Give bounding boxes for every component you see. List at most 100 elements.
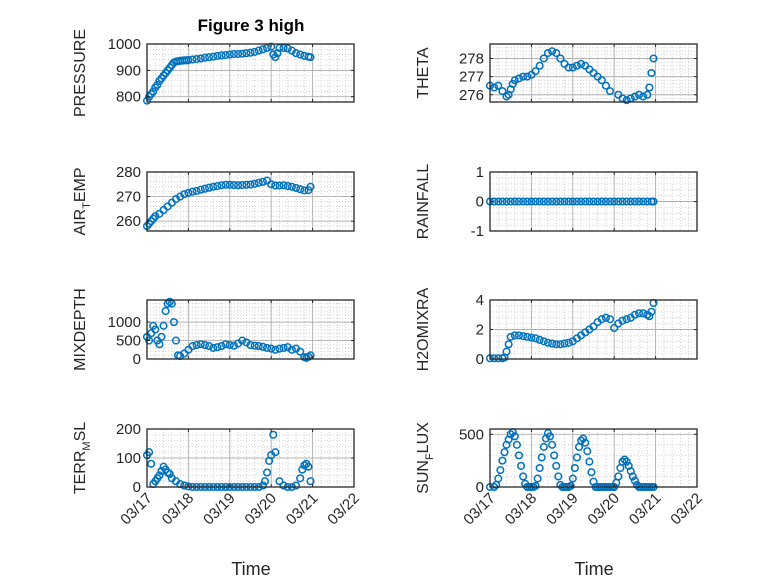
data-point	[145, 336, 154, 345]
data-point	[577, 436, 586, 445]
data-point	[246, 340, 255, 350]
data-point	[535, 335, 544, 344]
data-point	[271, 448, 280, 457]
data-point	[512, 440, 521, 449]
data-point	[630, 310, 639, 319]
y-tick-label: 800	[116, 89, 141, 106]
data-point	[564, 197, 573, 206]
data-point	[523, 332, 532, 341]
y-axis-label: PRESSURE	[72, 29, 89, 117]
data-point	[213, 343, 222, 352]
plot-area	[490, 44, 697, 102]
data-point	[614, 197, 623, 206]
y-axis-label: AIRTEMP	[72, 167, 93, 235]
data-point	[597, 197, 606, 206]
axes-box	[146, 299, 355, 360]
y-axis-label: H2OMIXRA	[415, 287, 432, 371]
axes-box	[146, 171, 355, 232]
data-point	[649, 197, 658, 206]
subplot-3: 260 270 280 AIRTEMP	[72, 164, 355, 236]
data-point	[539, 197, 548, 206]
data-point	[304, 462, 313, 471]
data-point	[556, 340, 565, 349]
data-point	[205, 342, 214, 351]
data-series	[142, 297, 315, 362]
data-point	[229, 180, 238, 190]
data-point	[196, 54, 205, 63]
data-point	[176, 192, 185, 201]
axes-box	[146, 43, 355, 103]
data-point	[287, 182, 296, 191]
y-tick-label: -1	[471, 223, 484, 240]
data-point	[306, 477, 315, 486]
data-point	[628, 472, 637, 481]
data-point	[510, 197, 519, 206]
data-point	[548, 47, 557, 56]
y-tick-label: 1	[476, 164, 484, 181]
data-point	[527, 333, 536, 342]
y-tick-label: 500	[459, 426, 484, 443]
x-axis-label-right: Time	[574, 559, 613, 579]
data-point	[634, 309, 644, 318]
data-point	[192, 54, 201, 64]
y-tick-label: 200	[116, 421, 141, 438]
y-axis-label: TERRMSL	[72, 422, 93, 494]
data-point	[192, 186, 201, 195]
data-point	[587, 468, 596, 477]
data-point	[217, 342, 226, 351]
data-point	[213, 51, 222, 60]
data-point	[155, 340, 164, 349]
data-point	[300, 186, 309, 195]
data-point	[583, 447, 592, 456]
data-point	[554, 472, 563, 481]
data-series	[142, 42, 315, 105]
data-point	[577, 197, 586, 206]
data-point	[566, 481, 575, 490]
data-series	[485, 298, 658, 363]
data-point	[153, 80, 162, 89]
data-point	[269, 430, 278, 439]
data-point	[271, 345, 280, 354]
data-point	[279, 481, 288, 490]
data-point	[180, 481, 189, 490]
data-point	[275, 181, 284, 190]
data-point	[490, 83, 499, 92]
data-point	[271, 53, 280, 62]
data-point	[263, 343, 272, 352]
data-point	[606, 315, 615, 324]
data-point	[209, 182, 218, 191]
data-point	[200, 184, 210, 193]
data-point	[279, 343, 288, 352]
data-point	[267, 42, 276, 51]
data-point	[157, 332, 166, 341]
data-point	[498, 197, 507, 206]
data-point	[298, 465, 307, 474]
data-point	[622, 96, 631, 105]
data-point	[622, 315, 631, 324]
y-axis-label-part: SL	[72, 422, 89, 442]
data-point	[510, 432, 519, 441]
data-point	[205, 183, 214, 192]
data-point	[523, 72, 532, 81]
data-point	[151, 212, 160, 221]
data-series	[485, 428, 658, 492]
plot-area	[490, 429, 697, 487]
data-series	[142, 176, 315, 231]
data-point	[238, 336, 247, 345]
data-point	[560, 339, 569, 348]
data-point	[151, 325, 160, 334]
data-point	[205, 53, 214, 62]
data-point	[291, 183, 301, 193]
y-tick-label: 0	[476, 479, 484, 496]
y-tick-label: 260	[116, 213, 141, 230]
data-point	[271, 181, 280, 190]
data-point	[171, 336, 181, 345]
data-point	[296, 50, 305, 59]
y-axis-label-subscript: M	[81, 441, 93, 450]
data-point	[585, 197, 594, 206]
data-point	[504, 340, 513, 349]
data-point	[225, 180, 234, 189]
data-point	[200, 340, 210, 350]
